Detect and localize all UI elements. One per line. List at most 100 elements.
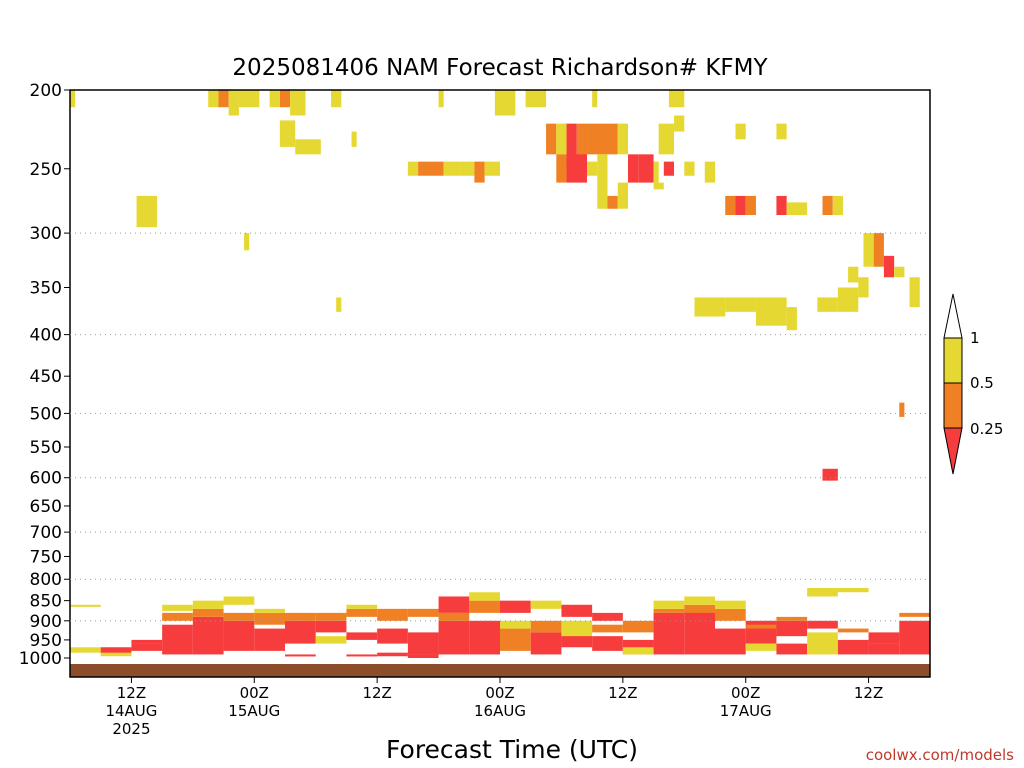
ri-cell bbox=[346, 608, 378, 617]
ri-cell bbox=[653, 608, 685, 613]
colorbar-top-arrow bbox=[943, 293, 963, 339]
y-tick-label: 900 bbox=[30, 612, 62, 632]
ri-cell bbox=[377, 628, 408, 644]
y-tick-label: 450 bbox=[30, 367, 62, 387]
ri-cell bbox=[725, 195, 736, 215]
y-tick-label: 700 bbox=[30, 523, 62, 543]
ri-cell bbox=[704, 161, 715, 183]
ri-cell bbox=[837, 639, 869, 655]
ri-cell bbox=[786, 202, 808, 215]
ri-cell bbox=[192, 600, 224, 609]
ri-cell bbox=[162, 612, 193, 621]
ri-cell bbox=[837, 587, 869, 593]
colorbar-tick-label: 0.25 bbox=[970, 420, 1003, 438]
ri-cell bbox=[407, 654, 439, 658]
ri-cell bbox=[653, 182, 664, 190]
ri-cell bbox=[192, 608, 224, 617]
ri-cell bbox=[863, 233, 874, 267]
ri-cell bbox=[587, 123, 618, 155]
colorbar-bottom-arrow bbox=[943, 427, 963, 475]
ri-cell bbox=[407, 632, 439, 655]
ri-cell bbox=[566, 154, 588, 183]
ri-cell bbox=[822, 195, 833, 215]
x-tick-label: 12Z bbox=[117, 684, 146, 702]
ri-cell bbox=[70, 90, 76, 108]
ri-cell bbox=[418, 161, 444, 176]
ri-cell bbox=[530, 620, 562, 633]
ri-cell bbox=[162, 624, 193, 655]
ri-cell bbox=[735, 195, 746, 215]
ri-cell bbox=[776, 195, 787, 215]
ground-strip bbox=[70, 664, 930, 677]
ri-cell bbox=[725, 297, 756, 312]
ri-cell bbox=[208, 90, 219, 108]
y-tick-label: 300 bbox=[30, 224, 62, 244]
ri-cell bbox=[592, 624, 623, 633]
ri-cell bbox=[285, 654, 316, 657]
ri-cell bbox=[218, 90, 229, 108]
ri-cell bbox=[290, 90, 306, 116]
x-tick-label: 2025 bbox=[112, 720, 150, 738]
ri-cell bbox=[351, 131, 357, 147]
ri-cell bbox=[663, 161, 675, 176]
ri-cell bbox=[346, 632, 378, 640]
credit-text: coolwx.com/models bbox=[866, 746, 1014, 764]
ri-cell bbox=[254, 628, 285, 651]
ri-cell bbox=[899, 402, 905, 417]
ri-cell bbox=[597, 154, 608, 209]
ri-cell bbox=[484, 161, 500, 176]
ri-cell bbox=[674, 115, 685, 132]
ri-cell bbox=[776, 123, 787, 140]
ri-cell bbox=[223, 620, 255, 651]
y-tick-label: 200 bbox=[30, 81, 62, 101]
ri-cell bbox=[223, 596, 255, 605]
ri-cell bbox=[617, 182, 628, 209]
y-tick-label: 850 bbox=[30, 592, 62, 612]
ri-cell bbox=[377, 608, 408, 621]
x-tick-label: 17AUG bbox=[720, 702, 772, 720]
ri-cell bbox=[407, 608, 439, 617]
ri-cell bbox=[494, 90, 516, 116]
ri-cell bbox=[653, 161, 659, 183]
ri-cell bbox=[331, 90, 342, 108]
ri-cell bbox=[715, 600, 746, 609]
ri-cell bbox=[295, 139, 321, 155]
y-tick-label: 500 bbox=[30, 404, 62, 424]
ri-cell bbox=[279, 120, 296, 147]
ri-cell bbox=[745, 643, 777, 651]
ri-cell bbox=[469, 592, 500, 601]
plot-area bbox=[69, 89, 931, 678]
x-tick-label: 15AUG bbox=[228, 702, 280, 720]
ri-cell bbox=[459, 161, 475, 176]
ri-cell bbox=[868, 632, 900, 644]
ri-cell bbox=[694, 297, 726, 317]
ri-cell bbox=[837, 287, 859, 312]
ri-cell bbox=[668, 90, 685, 108]
ri-cell bbox=[269, 90, 280, 108]
ri-cell bbox=[807, 620, 838, 629]
y-tick-label: 950 bbox=[30, 631, 62, 651]
ri-cell bbox=[735, 123, 746, 140]
colorbar-bin bbox=[943, 382, 963, 429]
ri-cell bbox=[228, 90, 239, 116]
ri-cell bbox=[807, 632, 838, 655]
ri-cell bbox=[500, 600, 531, 613]
ri-cell bbox=[566, 123, 577, 169]
y-tick-label: 250 bbox=[30, 160, 62, 180]
ri-cell bbox=[443, 161, 460, 176]
ri-cell bbox=[684, 608, 715, 655]
y-tick-label: 1000 bbox=[19, 649, 62, 669]
ri-cell bbox=[837, 628, 869, 633]
ri-cell bbox=[546, 123, 557, 155]
ri-cell bbox=[100, 652, 132, 657]
ri-cell bbox=[868, 643, 900, 655]
ri-cell bbox=[817, 297, 838, 312]
ri-cell bbox=[627, 154, 639, 183]
ri-cell bbox=[617, 123, 628, 155]
ri-cell bbox=[500, 620, 531, 629]
ri-cell bbox=[285, 620, 316, 644]
y-tick-label: 600 bbox=[30, 469, 62, 489]
ri-cell bbox=[315, 636, 347, 644]
ri-cell bbox=[556, 154, 567, 183]
